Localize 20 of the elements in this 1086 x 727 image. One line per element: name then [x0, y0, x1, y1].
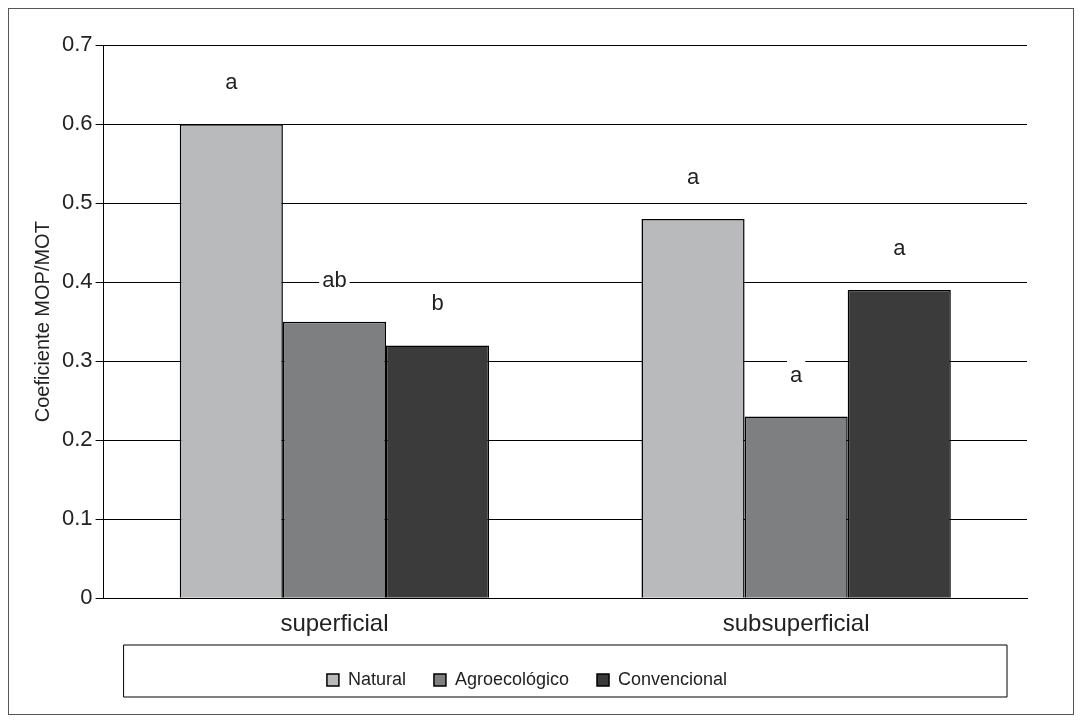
y-tick-label: 0.5	[61, 189, 93, 215]
data-label: a	[225, 69, 239, 95]
data-label: b	[431, 290, 444, 316]
y-axis-title: Coeficiente MOP/MOT	[30, 221, 53, 423]
y-tick-label: 0.1	[61, 505, 93, 531]
legend-label: Convencional	[618, 668, 728, 689]
data-label: a	[686, 164, 700, 190]
y-tick-label: 0.4	[61, 268, 93, 294]
data-label: ab	[322, 266, 347, 292]
legend-label: Agroecológico	[454, 668, 570, 689]
y-tick-label: 0.7	[61, 31, 93, 57]
y-tick-label: 0	[80, 584, 93, 610]
y-tick-label: 0.6	[61, 110, 93, 136]
x-tick-label: subsuperficial	[722, 609, 870, 637]
legend-label: Natural	[347, 668, 406, 689]
y-tick-label: 0.3	[61, 347, 93, 373]
data-label: a	[790, 361, 804, 387]
y-tick-label: 0.2	[61, 426, 93, 452]
x-tick-label: superficial	[280, 609, 389, 637]
data-label: a	[893, 235, 907, 261]
